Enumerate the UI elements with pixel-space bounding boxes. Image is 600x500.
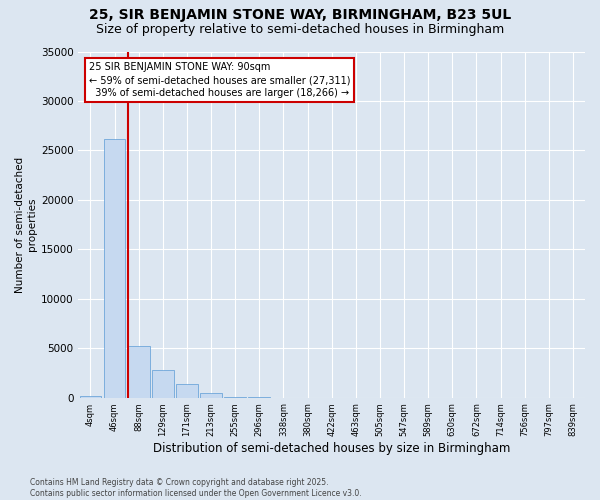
Bar	[224, 397, 246, 398]
Bar	[104, 138, 125, 398]
Bar	[200, 392, 222, 398]
Text: Contains HM Land Registry data © Crown copyright and database right 2025.
Contai: Contains HM Land Registry data © Crown c…	[30, 478, 362, 498]
Text: Size of property relative to semi-detached houses in Birmingham: Size of property relative to semi-detach…	[96, 22, 504, 36]
Text: 25 SIR BENJAMIN STONE WAY: 90sqm
← 59% of semi-detached houses are smaller (27,3: 25 SIR BENJAMIN STONE WAY: 90sqm ← 59% o…	[89, 62, 350, 98]
Text: 25, SIR BENJAMIN STONE WAY, BIRMINGHAM, B23 5UL: 25, SIR BENJAMIN STONE WAY, BIRMINGHAM, …	[89, 8, 511, 22]
Bar	[152, 370, 173, 398]
Bar	[128, 346, 149, 398]
Bar	[176, 384, 198, 398]
X-axis label: Distribution of semi-detached houses by size in Birmingham: Distribution of semi-detached houses by …	[153, 442, 511, 455]
Bar	[80, 396, 101, 398]
Y-axis label: Number of semi-detached
properties: Number of semi-detached properties	[15, 156, 37, 292]
